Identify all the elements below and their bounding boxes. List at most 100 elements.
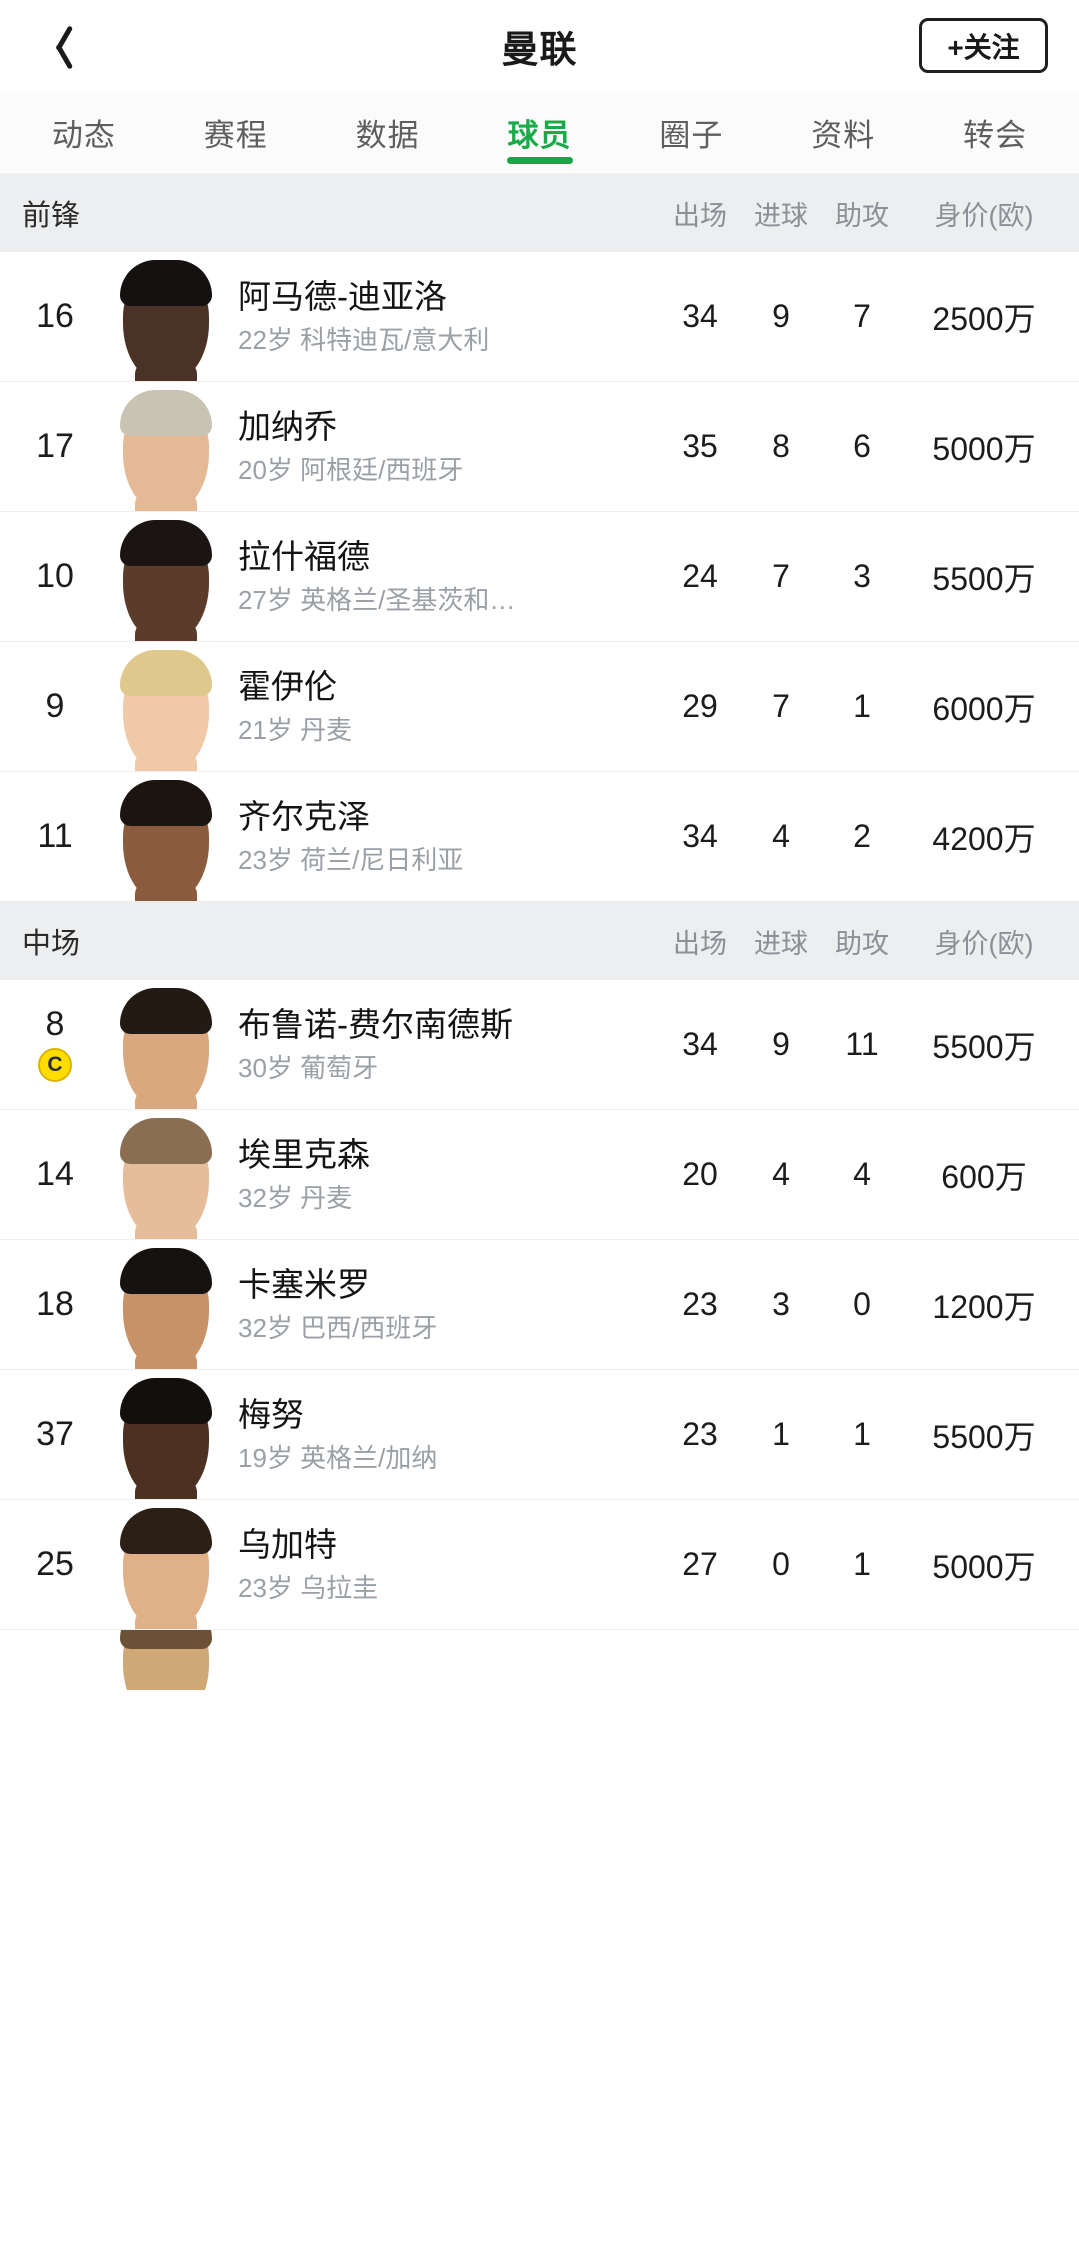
jersey-number: 37 xyxy=(36,1414,74,1453)
tab-6[interactable]: 转会 xyxy=(963,118,1028,153)
player-name: 梅努 xyxy=(238,1396,304,1434)
player-stats: 29 7 1 6000万 xyxy=(659,684,1065,730)
stat-apps: 35 xyxy=(682,428,718,464)
player-name: 布鲁诺-费尔南德斯 xyxy=(238,1006,513,1044)
stat-assists: 1 xyxy=(853,688,871,724)
section-title: 前锋 xyxy=(22,200,81,232)
captain-badge-icon: C xyxy=(38,1047,72,1082)
player-row-partial[interactable] xyxy=(0,1630,1079,1690)
follow-button[interactable]: +关注 xyxy=(919,18,1048,73)
player-row[interactable]: 8 C 布鲁诺-费尔南德斯 30岁 葡萄牙 34 9 11 5500万 xyxy=(0,980,1079,1110)
section-header: 中场 出场 进球 助攻 身价(欧) xyxy=(0,902,1079,980)
stat-value: 5000万 xyxy=(932,1548,1036,1585)
tab-2[interactable]: 数据 xyxy=(355,118,420,153)
jersey-number-cell: 17 xyxy=(0,428,110,465)
stat-value: 1200万 xyxy=(932,1288,1036,1325)
stat-assists: 1 xyxy=(853,1416,871,1452)
stat-value: 600万 xyxy=(941,1158,1027,1195)
stat-goals: 7 xyxy=(772,558,790,594)
player-info: 卡塞米罗 32岁 巴西/西班牙 xyxy=(222,1265,659,1343)
stat-apps: 27 xyxy=(682,1546,718,1582)
stat-apps: 34 xyxy=(682,298,718,334)
player-row[interactable]: 37 梅努 19岁 英格兰/加纳 23 1 1 5500万 xyxy=(0,1370,1079,1500)
jersey-number: 9 xyxy=(45,686,65,725)
stat-goals: 0 xyxy=(772,1546,790,1582)
player-row[interactable]: 14 埃里克森 32岁 丹麦 20 4 4 600万 xyxy=(0,1110,1079,1240)
back-button[interactable] xyxy=(0,0,110,92)
player-meta: 27岁 英格兰/圣基茨和… xyxy=(238,584,516,615)
stat-apps: 20 xyxy=(682,1156,718,1192)
stat-assists: 7 xyxy=(853,298,871,334)
player-name: 拉什福德 xyxy=(238,538,370,576)
player-meta: 32岁 巴西/西班牙 xyxy=(238,1312,438,1343)
player-row[interactable]: 11 齐尔克泽 23岁 荷兰/尼日利亚 34 4 2 4200万 xyxy=(0,772,1079,902)
player-stats: 34 9 11 5500万 xyxy=(659,1022,1065,1068)
tab-bar: 动态 赛程 数据 球员 圈子 资料 转会 xyxy=(0,92,1079,174)
stat-value: 5500万 xyxy=(932,1418,1036,1455)
stat-value: 5500万 xyxy=(932,560,1036,597)
player-row[interactable]: 25 乌加特 23岁 乌拉圭 27 0 1 5000万 xyxy=(0,1500,1079,1630)
stat-goals: 4 xyxy=(772,818,790,854)
player-info: 埃里克森 32岁 丹麦 xyxy=(222,1135,659,1213)
column-header-goals: 进球 xyxy=(754,928,808,959)
stat-apps: 34 xyxy=(682,818,718,854)
player-stats: 34 9 7 2500万 xyxy=(659,294,1065,340)
player-avatar xyxy=(110,382,222,511)
player-row[interactable]: 17 加纳乔 20岁 阿根廷/西班牙 35 8 6 5000万 xyxy=(0,382,1079,512)
player-avatar xyxy=(110,1370,222,1499)
player-avatar xyxy=(110,1500,222,1629)
player-avatar xyxy=(110,1110,222,1239)
stat-goals: 8 xyxy=(772,428,790,464)
stat-apps: 34 xyxy=(682,1026,718,1062)
jersey-number: 18 xyxy=(36,1284,74,1323)
jersey-number: 8 xyxy=(45,1005,65,1044)
stat-assists: 11 xyxy=(845,1026,879,1062)
stat-apps: 29 xyxy=(682,688,718,724)
jersey-number: 14 xyxy=(36,1154,74,1193)
stat-value: 5500万 xyxy=(932,1028,1036,1065)
column-header-assists: 助攻 xyxy=(835,928,889,959)
player-name: 齐尔克泽 xyxy=(238,798,370,836)
player-stats: 27 0 1 5000万 xyxy=(659,1542,1065,1588)
player-info: 齐尔克泽 23岁 荷兰/尼日利亚 xyxy=(222,797,659,875)
player-row[interactable]: 9 霍伊伦 21岁 丹麦 29 7 1 6000万 xyxy=(0,642,1079,772)
tab-4[interactable]: 圈子 xyxy=(659,118,724,153)
player-avatar xyxy=(110,980,222,1109)
player-row[interactable]: 16 阿马德-迪亚洛 22岁 科特迪瓦/意大利 34 9 7 2500万 xyxy=(0,252,1079,382)
stat-assists: 0 xyxy=(853,1286,871,1322)
tab-1[interactable]: 赛程 xyxy=(203,118,268,153)
player-avatar xyxy=(110,512,222,641)
stat-assists: 6 xyxy=(853,428,871,464)
player-stats: 34 4 2 4200万 xyxy=(659,814,1065,860)
player-stats: 23 1 1 5500万 xyxy=(659,1412,1065,1458)
tab-0[interactable]: 动态 xyxy=(51,118,116,153)
player-row[interactable]: 18 卡塞米罗 32岁 巴西/西班牙 23 3 0 1200万 xyxy=(0,1240,1079,1370)
stat-goals: 1 xyxy=(772,1416,790,1452)
player-avatar xyxy=(110,1630,222,1690)
player-stats: 23 3 0 1200万 xyxy=(659,1282,1065,1328)
player-avatar xyxy=(110,642,222,771)
top-bar: 曼联 +关注 xyxy=(0,0,1079,92)
column-header-assists: 助攻 xyxy=(835,200,889,231)
tab-5[interactable]: 资料 xyxy=(811,118,876,153)
player-row[interactable]: 10 拉什福德 27岁 英格兰/圣基茨和… 24 7 3 5500万 xyxy=(0,512,1079,642)
section-header: 前锋 出场 进球 助攻 身价(欧) xyxy=(0,174,1079,252)
player-meta: 19岁 英格兰/加纳 xyxy=(238,1442,438,1473)
column-header-apps: 出场 xyxy=(673,200,727,231)
player-stats: 20 4 4 600万 xyxy=(659,1152,1065,1198)
chevron-left-icon xyxy=(42,23,68,69)
player-info: 布鲁诺-费尔南德斯 30岁 葡萄牙 xyxy=(222,1005,659,1083)
player-name: 阿马德-迪亚洛 xyxy=(238,278,447,316)
column-header-value: 身价(欧) xyxy=(934,928,1034,959)
jersey-number-cell: 10 xyxy=(0,558,110,595)
player-info: 加纳乔 20岁 阿根廷/西班牙 xyxy=(222,407,659,485)
stat-assists: 2 xyxy=(853,818,871,854)
jersey-number-cell: 9 xyxy=(0,686,110,725)
stat-value: 4200万 xyxy=(932,820,1036,857)
jersey-number-cell: 25 xyxy=(0,1546,110,1583)
player-name: 埃里克森 xyxy=(238,1136,370,1174)
player-info: 乌加特 23岁 乌拉圭 xyxy=(222,1525,659,1603)
tab-3[interactable]: 球员 xyxy=(464,92,616,173)
jersey-number-cell: 37 xyxy=(0,1414,110,1453)
